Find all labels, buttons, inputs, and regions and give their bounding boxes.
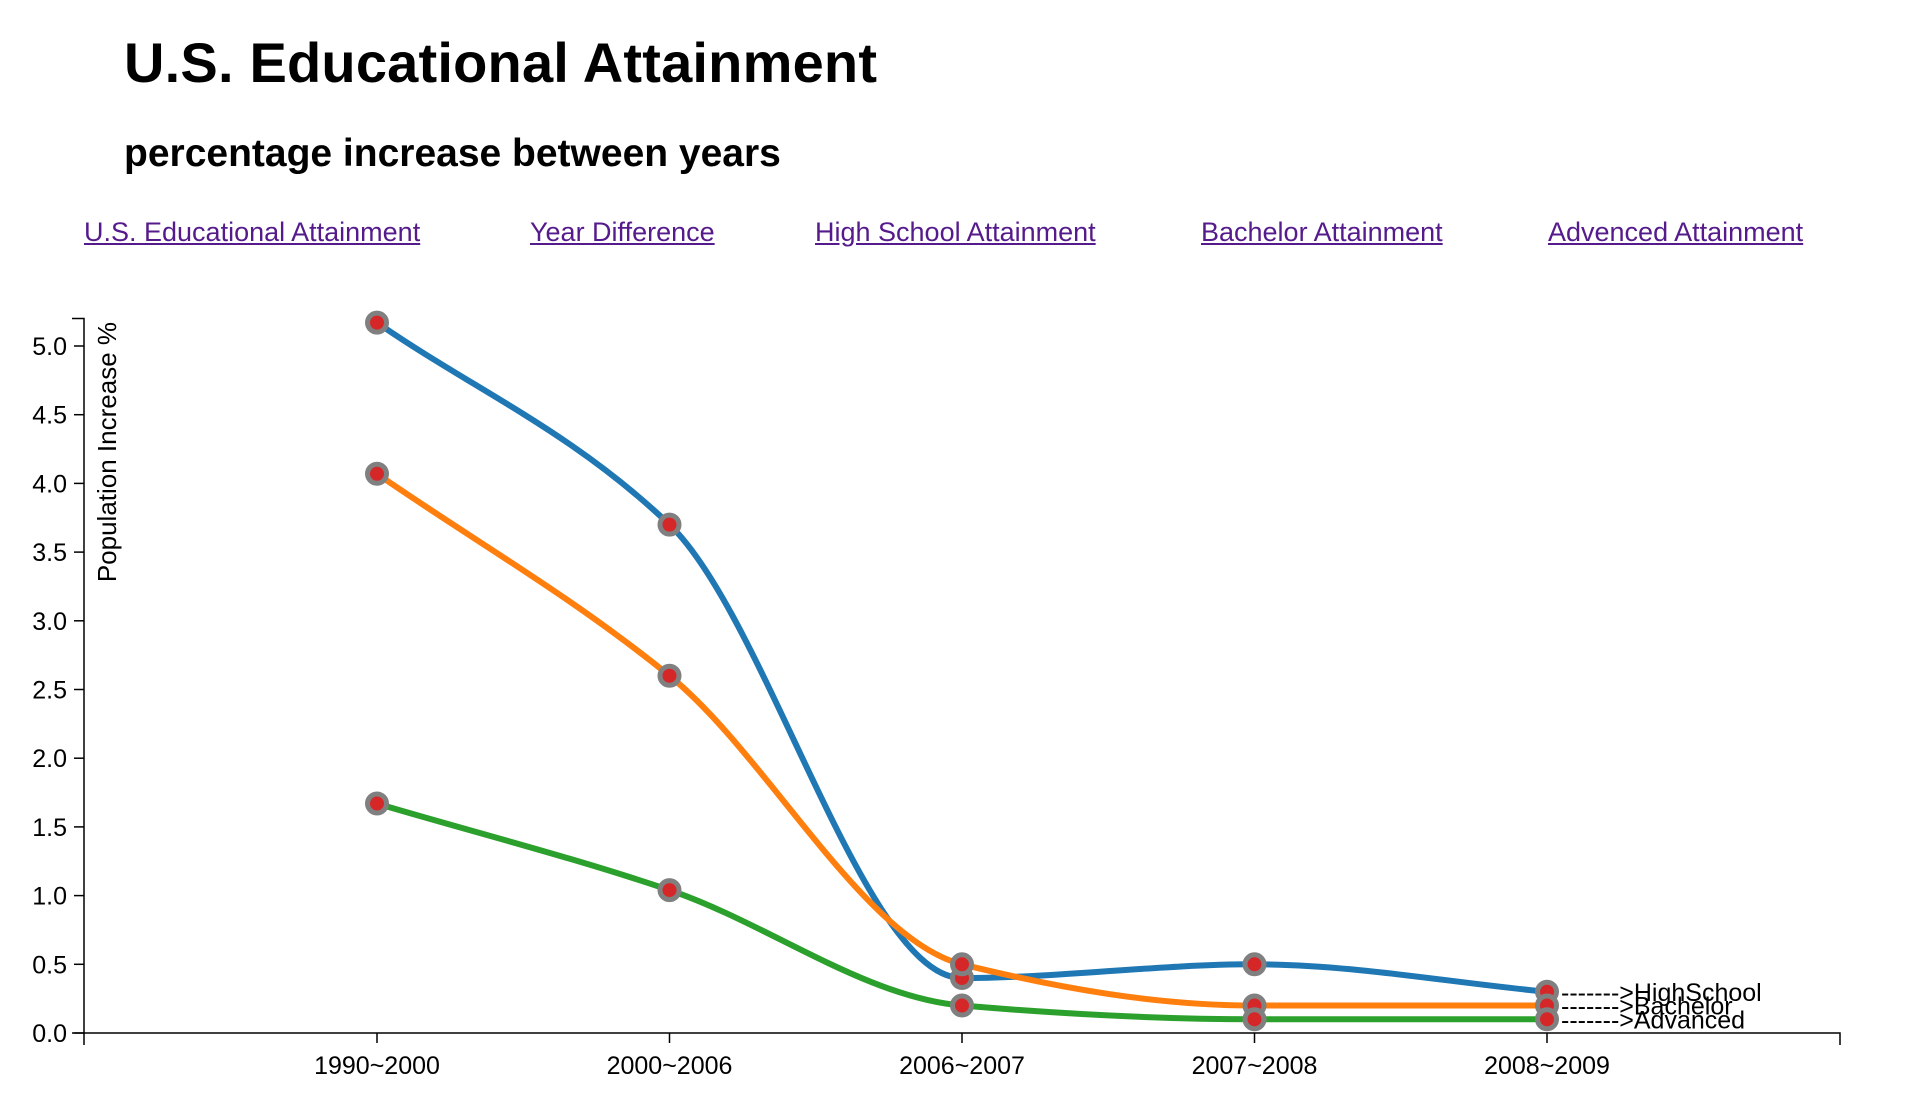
series-line-high-school [374, 319, 1550, 995]
data-point-high-school [1242, 952, 1267, 977]
x-tick-label: 1990~2000 [314, 1052, 440, 1080]
data-point-high-school [657, 512, 682, 537]
series-label-advanced: ------->Advanced [1561, 1006, 1745, 1034]
data-point-advanced [950, 993, 974, 1018]
y-tick-label: 1.5 [32, 814, 67, 842]
page-subtitle: percentage increase between years [124, 132, 781, 175]
data-point-bachelor [950, 952, 974, 977]
y-tick-label: 0.0 [32, 1020, 67, 1048]
data-point-advanced [657, 878, 682, 903]
nav-link-advanced-attainment[interactable]: Advenced Attainment [1548, 217, 1804, 247]
page-title: U.S. Educational Attainment [124, 31, 878, 94]
series-label-high-school: ------->HighSchool [1561, 979, 1762, 1007]
y-tick-label: 5.0 [32, 333, 67, 361]
y-axis-label: Population Increase % [92, 322, 122, 582]
nav-link-bachelor-attainment[interactable]: Bachelor Attainment [1201, 217, 1443, 247]
y-tick-label: 3.5 [32, 539, 67, 567]
y-tick-label: 2.5 [32, 677, 67, 705]
data-point-advanced [365, 791, 389, 816]
y-tick-label: 4.0 [32, 470, 67, 498]
line-chart: 1990~2000 2000~2006 2006~2007 2007~2008 2008… [32, 310, 1841, 1080]
y-tick-label: 3.0 [32, 608, 67, 636]
x-tick-label: 2008~2009 [1484, 1052, 1610, 1080]
data-point-bachelor [365, 461, 389, 486]
x-tick-label: 2000~2006 [607, 1052, 733, 1080]
series-line-bachelor [374, 470, 1550, 1009]
data-point-advanced [1242, 1007, 1267, 1032]
data-point-bachelor [657, 663, 682, 688]
nav-link-educational-attainment[interactable]: U.S. Educational Attainment [84, 217, 421, 247]
y-axis-line [72, 317, 85, 1034]
data-point-high-school [365, 310, 389, 335]
nav-link-year-difference[interactable]: Year Difference [530, 217, 715, 247]
y-tick-label: 1.0 [32, 883, 67, 911]
y-tick-label: 2.0 [32, 745, 67, 773]
nav-link-high-school-attainment[interactable]: High School Attainment [815, 217, 1096, 247]
y-tick-label: 4.5 [32, 402, 67, 430]
y-tick-label: 0.5 [32, 951, 67, 979]
x-tick-label: 2006~2007 [899, 1052, 1025, 1080]
x-tick-label: 2007~2008 [1192, 1052, 1318, 1080]
series-label-bachelor: ------->Bachelor [1561, 993, 1733, 1021]
chart-navigation: U.S. Educational Attainment Year Differe… [0, 217, 1922, 251]
data-point-advanced [1535, 1007, 1559, 1032]
